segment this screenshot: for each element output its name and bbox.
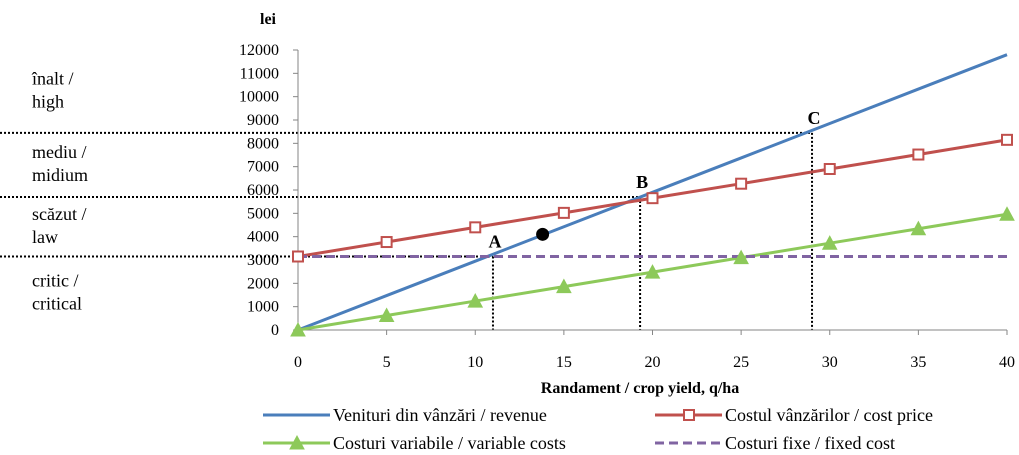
zone-label-line: scăzut / (32, 204, 86, 224)
zone-label-line: high (32, 91, 64, 111)
series-marker-2 (733, 249, 749, 265)
series-marker-1 (557, 206, 570, 219)
zone-label-line: law (32, 227, 58, 247)
axes: 0100020003000400050006000700080009000100… (239, 42, 1015, 371)
y-tick-label: 2000 (247, 275, 279, 292)
legend-item-2: Costuri variabile / variable costs (263, 433, 566, 453)
y-tick-label: 4000 (247, 229, 279, 246)
zone-label: înalt / high (31, 68, 74, 111)
y-axis-label: lei (260, 11, 277, 28)
series-marker-1 (735, 177, 748, 190)
legend-item-1: Costul vânzărilor / cost price (655, 405, 933, 425)
y-tick-label: 8000 (247, 135, 279, 152)
x-tick-label: 35 (910, 354, 926, 371)
y-tick-label: 11000 (240, 65, 279, 82)
series-marker-2 (556, 278, 572, 294)
zone-label-line: înalt / (31, 68, 74, 88)
zone-label-line: critical (32, 293, 82, 313)
x-tick-label: 5 (383, 354, 391, 371)
x-tick-label: 25 (733, 354, 749, 371)
series-marker-1 (912, 148, 925, 161)
y-tick-label: 0 (271, 322, 279, 339)
x-tick-label: 15 (556, 354, 572, 371)
y-tick-label: 10000 (239, 89, 279, 106)
series-marker-1 (646, 192, 659, 205)
y-tick-label: 7000 (247, 159, 279, 176)
x-tick-label: 30 (822, 354, 838, 371)
series-marker-2 (644, 264, 661, 279)
legend-marker (683, 409, 695, 421)
series-marker-2 (467, 293, 484, 308)
legend-label: Costuri fixe / fixed cost (725, 433, 895, 453)
series-marker-2 (821, 235, 838, 250)
series-marker-2 (999, 206, 1015, 221)
x-tick-label: 0 (294, 354, 302, 371)
series-marker-2 (290, 321, 306, 337)
zone-labels: înalt / high mediu / midium scăzut / law criti… (31, 68, 88, 313)
legend-item-0: Venituri din vânzări / revenue (263, 405, 547, 425)
legend-label: Costul vânzărilor / cost price (725, 405, 933, 425)
series-marker-1 (292, 250, 304, 263)
legend-label: Costuri variabile / variable costs (333, 433, 566, 453)
legend-label: Venituri din vânzări / revenue (333, 405, 547, 425)
point-label: C (808, 108, 821, 128)
point-label: B (636, 172, 648, 192)
series-marker-2 (378, 307, 395, 323)
zone-label-line: midium (32, 165, 88, 185)
y-tick-label: 3000 (247, 252, 279, 269)
x-axis-label: Randament / crop yield, q/ha (541, 380, 739, 397)
y-tick-label: 12000 (239, 42, 279, 59)
point-labels: A B C (488, 108, 820, 252)
zone-label-line: mediu / (32, 142, 87, 162)
y-tick-label: 5000 (247, 205, 279, 222)
legend: Venituri din vânzări / revenue Costul vân… (263, 405, 933, 453)
zone-label: scăzut / law (32, 204, 86, 247)
point-label: A (488, 232, 501, 252)
x-tick-label: 20 (645, 354, 661, 371)
y-tick-label: 6000 (247, 182, 279, 199)
series-marker-1 (469, 221, 482, 234)
zone-label: critic / critical (32, 270, 82, 313)
x-tick-label: 40 (999, 354, 1015, 371)
y-tick-label: 9000 (247, 112, 279, 129)
reference-lines (0, 131, 814, 330)
zone-label-line: critic / (32, 270, 78, 290)
series-markers (290, 133, 1015, 337)
y-tick-label: 1000 (247, 299, 279, 316)
legend-marker (289, 434, 305, 450)
series-marker-1 (380, 236, 393, 249)
series-marker-1 (1001, 133, 1013, 146)
x-tick-label: 10 (467, 354, 483, 371)
zone-label: mediu / midium (32, 142, 88, 185)
series-marker-2 (910, 220, 927, 236)
series-marker-1 (823, 163, 836, 175)
legend-item-3: Costuri fixe / fixed cost (655, 433, 895, 453)
highlight-dot (536, 227, 550, 241)
